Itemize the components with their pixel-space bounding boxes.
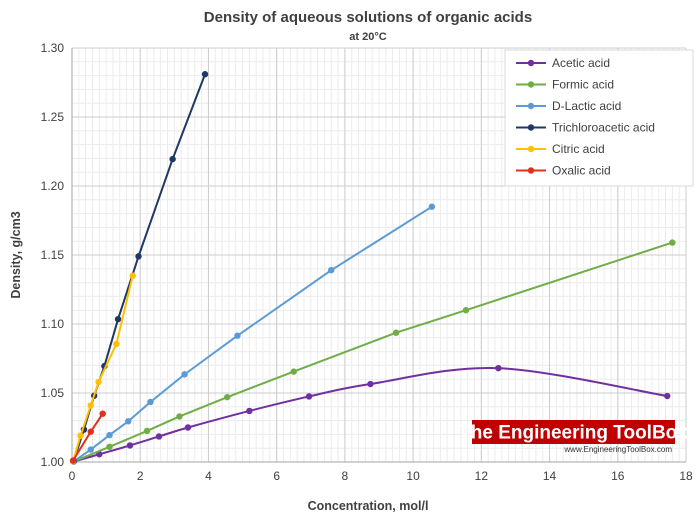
y-tick-label: 1.30 — [41, 41, 65, 55]
data-point — [129, 272, 136, 279]
legend-item-trichloroacetic-acid: Trichloroacetic acid — [516, 121, 655, 135]
x-tick-label: 6 — [273, 469, 280, 483]
legend-item-citric-acid: Citric acid — [516, 142, 605, 156]
data-point — [495, 364, 502, 372]
y-tick-labels: 1.00 1.05 1.10 1.15 1.20 1.25 1.30 — [41, 41, 65, 469]
data-point — [328, 266, 335, 274]
series-line-citric-acid — [72, 275, 134, 462]
legend-item-d-lactic-acid: D-Lactic acid — [516, 99, 621, 113]
legend-marker — [527, 59, 535, 67]
legend-label: Citric acid — [552, 142, 605, 156]
legend-box — [504, 49, 694, 187]
x-tick-label: 0 — [69, 469, 76, 483]
y-tick-label: 1.10 — [41, 317, 65, 331]
data-point — [87, 402, 94, 409]
legend-items: Acetic acid Formic acid D-Lactic acid Trich… — [516, 56, 655, 178]
legend-item-oxalic-acid: Oxalic acid — [516, 164, 611, 178]
data-point — [184, 424, 192, 431]
legend-item-formic-acid: Formic acid — [516, 78, 614, 92]
data-point — [428, 203, 436, 210]
x-tick-label: 8 — [342, 469, 349, 483]
data-point — [664, 392, 671, 400]
data-point — [126, 442, 134, 449]
data-point — [169, 155, 176, 163]
x-tick-label: 16 — [611, 469, 625, 483]
data-point — [114, 315, 122, 323]
data-point — [135, 253, 142, 260]
legend-item-acetic-acid: Acetic acid — [516, 56, 610, 70]
data-point — [234, 332, 241, 339]
data-point — [87, 428, 94, 435]
data-point — [290, 368, 297, 375]
y-tick-label: 1.15 — [41, 248, 65, 262]
legend-marker — [527, 124, 535, 131]
legend-label: Trichloroacetic acid — [552, 121, 655, 135]
chart-title: Density of aqueous solutions of organic … — [204, 9, 532, 26]
data-point — [181, 371, 188, 378]
y-tick-label: 1.20 — [41, 179, 65, 193]
data-point — [367, 380, 374, 388]
data-point — [106, 431, 113, 439]
x-tick-label: 2 — [137, 469, 144, 483]
legend-label: Formic acid — [552, 78, 614, 92]
x-tick-label: 18 — [679, 469, 693, 483]
series-line-trichloroacetic-acid — [72, 73, 206, 462]
x-tick-label: 4 — [205, 469, 212, 483]
data-point — [392, 329, 400, 336]
data-point — [99, 410, 106, 417]
data-point — [462, 307, 470, 314]
legend: Acetic acid Formic acid D-Lactic acid Trich… — [504, 49, 694, 187]
watermark-title: The Engineering ToolBox — [459, 423, 688, 444]
series-citric-acid — [69, 272, 136, 465]
data-point — [155, 433, 163, 440]
legend-marker — [527, 167, 535, 174]
data-point — [224, 393, 231, 401]
series-acetic-acid — [70, 364, 671, 465]
y-axis-title: Density, g/cm3 — [9, 211, 23, 298]
data-point — [95, 378, 102, 386]
x-tick-label: 14 — [543, 469, 557, 483]
data-point — [87, 446, 94, 453]
y-tick-label: 1.00 — [41, 455, 65, 469]
y-tick-label: 1.25 — [41, 110, 65, 124]
data-point — [77, 432, 84, 439]
x-axis-title: Concentration, mol/l — [308, 499, 429, 513]
data-point — [176, 413, 183, 420]
data-series — [69, 71, 676, 465]
legend-label: Acetic acid — [552, 56, 610, 70]
data-point — [669, 239, 676, 246]
data-point — [125, 418, 132, 425]
data-point — [147, 398, 154, 406]
data-point — [305, 393, 313, 400]
series-oxalic-acid — [69, 410, 106, 464]
watermark-banner — [472, 420, 675, 444]
legend-marker — [527, 81, 535, 88]
chart-subtitle: at 20°C — [349, 31, 386, 43]
data-point — [201, 71, 209, 78]
data-point — [246, 407, 253, 415]
legend-label: Oxalic acid — [552, 164, 611, 178]
legend-marker — [527, 145, 535, 153]
y-tick-label: 1.05 — [41, 386, 65, 400]
x-tick-labels: 0 2 4 6 8 10 12 14 16 18 — [69, 469, 693, 483]
x-tick-label: 10 — [406, 469, 420, 483]
watermark: The Engineering ToolBox www.EngineeringT… — [459, 420, 688, 454]
data-point — [143, 427, 151, 435]
axes — [71, 48, 686, 463]
data-point — [106, 443, 113, 451]
series-d-lactic-acid — [70, 203, 436, 465]
watermark-url: www.EngineeringToolBox.com — [563, 445, 672, 454]
data-point — [113, 340, 120, 348]
legend-marker — [527, 102, 535, 110]
legend-label: D-Lactic acid — [552, 99, 621, 113]
data-point — [69, 457, 77, 464]
x-tick-label: 12 — [475, 469, 489, 483]
